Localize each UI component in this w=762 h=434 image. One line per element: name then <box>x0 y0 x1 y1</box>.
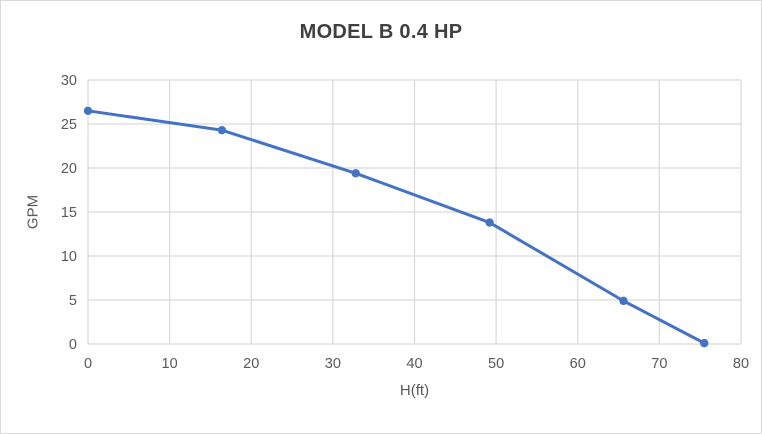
y-tick-label: 25 <box>61 117 77 133</box>
y-tick-label: 30 <box>61 73 77 89</box>
x-tick-label: 40 <box>406 356 422 372</box>
x-tick-label: 10 <box>162 356 178 372</box>
y-tick-label: 0 <box>69 337 77 353</box>
y-tick-label: 10 <box>61 249 77 265</box>
chart-title: MODEL B 0.4 HP <box>299 21 463 43</box>
x-tick-label: 0 <box>84 356 92 372</box>
data-point-marker <box>217 125 227 135</box>
y-tick-label: 20 <box>61 161 77 177</box>
y-axis-title: GPM <box>24 194 42 230</box>
data-point-marker <box>700 338 709 348</box>
y-tick-label: 15 <box>61 205 77 221</box>
data-point-marker <box>83 106 93 116</box>
x-tick-label: 50 <box>488 356 504 372</box>
data-point-marker <box>485 218 494 227</box>
x-tick-label: 70 <box>651 356 667 372</box>
data-point-marker <box>351 169 360 178</box>
x-tick-label: 60 <box>570 356 586 372</box>
x-tick-label: 30 <box>325 356 341 372</box>
x-tick-label: 80 <box>733 356 749 372</box>
x-axis-title: H(ft) <box>399 382 430 399</box>
x-tick-label: 20 <box>243 356 259 372</box>
series-line <box>86 109 706 345</box>
y-tick-label: 5 <box>69 293 77 309</box>
data-point-marker <box>619 296 628 306</box>
